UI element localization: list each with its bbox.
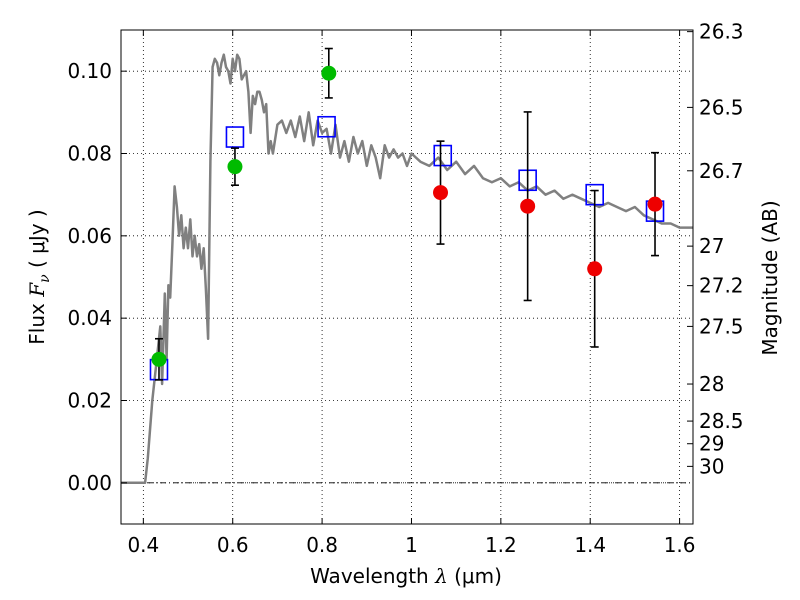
model-flux-square: [317, 115, 336, 138]
x-tick-label: 0.8: [306, 533, 338, 557]
secondary-y-axis-label: Magnitude (AB): [758, 200, 782, 355]
x-tick-label: 0.6: [217, 533, 249, 557]
y-tick-label: 0.00: [67, 471, 112, 495]
x-tick-label: 1.2: [485, 533, 517, 557]
y-tick-label: 0.06: [67, 224, 112, 248]
y2-tick-label: 26.3: [699, 20, 744, 44]
y-tick-label: 0.10: [67, 59, 112, 83]
y2-tick-label: 28.5: [699, 409, 744, 433]
y2-tick-label: 27.5: [699, 314, 744, 338]
y2-tick-label: 29: [699, 432, 724, 456]
plot-frame: [120, 29, 694, 525]
x-axis-label: Wavelength λ (μm): [310, 564, 502, 588]
y2-tick-label: 27.2: [699, 274, 744, 298]
y-tick-label: 0.04: [67, 306, 112, 330]
observed-flux-point: [151, 351, 167, 367]
grid: [121, 30, 693, 524]
observed-flux-point: [587, 261, 603, 277]
y-tick-label: 0.02: [67, 389, 112, 413]
y2-tick-label: 26.7: [699, 159, 744, 183]
observed-flux-point: [520, 198, 536, 214]
y2-tick-label: 26.5: [699, 95, 744, 119]
model-flux-square: [225, 126, 245, 148]
y2-tick-label: 30: [699, 454, 724, 478]
model-flux-square: [433, 144, 453, 167]
ticks: [121, 30, 693, 524]
y-axis-label: Flux Fν ( μJy ): [25, 209, 53, 344]
plot-content: [121, 47, 693, 485]
y2-tick-label: 28: [699, 372, 724, 396]
x-tick-label: 1: [405, 533, 418, 557]
tick-labels: 0.4 0.6 0.8 1 1.2 1.4 1.6 0.00 0.02 0.04 0.06 0.08 0…: [67, 20, 743, 557]
observed-flux-point: [321, 65, 337, 81]
observed-flux-point: [647, 196, 663, 212]
model-sed-line: [121, 53, 693, 485]
x-tick-label: 0.4: [127, 533, 159, 557]
observed-flux-point: [227, 159, 243, 175]
y-tick-label: 0.08: [67, 142, 112, 166]
y2-tick-label: 27: [699, 234, 724, 258]
x-tick-label: 1.4: [574, 533, 606, 557]
observed-flux-point: [433, 185, 449, 201]
x-tick-label: 1.6: [664, 533, 696, 557]
